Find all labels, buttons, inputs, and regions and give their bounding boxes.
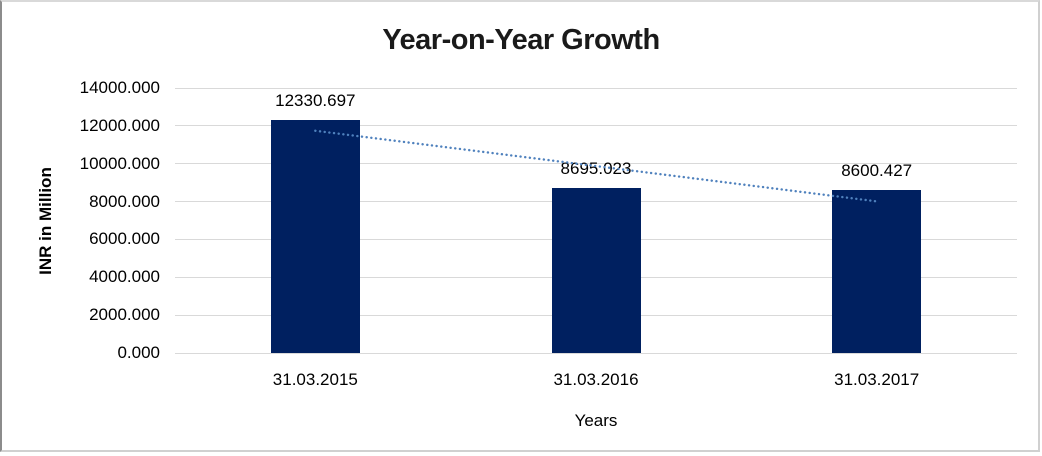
x-axis-title: Years [574, 411, 618, 430]
bar-data-label: 12330.697 [275, 90, 356, 110]
gridline [175, 352, 1017, 354]
y-axis-title: INR in Million [36, 167, 55, 275]
bar-data-label: 8600.427 [841, 161, 913, 181]
x-tick-label: 31.03.2017 [834, 370, 920, 389]
chart-title: Year-on-Year Growth [382, 24, 660, 56]
bar [832, 190, 922, 353]
gridline [175, 125, 1017, 127]
y-tick-label: 8000.000 [89, 191, 160, 211]
y-tick-label: 4000.000 [89, 267, 160, 287]
y-tick-label: 14000.000 [79, 78, 160, 97]
y-tick-label: 10000.000 [79, 153, 160, 173]
bar-data-label: 8695.023 [560, 159, 632, 179]
y-tick-label: 6000.000 [89, 229, 160, 249]
y-tick-label: 0.000 [117, 343, 160, 362]
y-tick-label: 2000.000 [89, 305, 160, 325]
y-tick-label: 12000.000 [79, 115, 160, 135]
gridline [175, 87, 1017, 89]
x-tick-label: 31.03.2015 [272, 370, 358, 389]
bar [270, 119, 360, 353]
bar [551, 188, 641, 353]
x-tick-label: 31.03.2016 [553, 370, 639, 389]
